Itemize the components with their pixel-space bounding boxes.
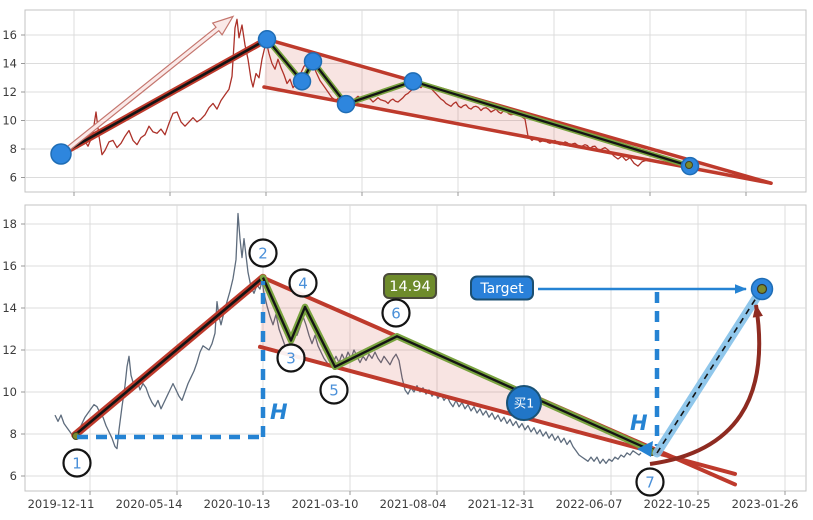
- numbered-marker-text: 5: [329, 382, 339, 400]
- numbered-marker-circle: [288, 268, 318, 298]
- breakout-price-value: 14.94: [389, 279, 431, 295]
- numbered-marker-circle: [635, 467, 665, 497]
- x-tick-label: 2020-10-13: [204, 497, 271, 511]
- numbered-marker-text: 1: [72, 455, 82, 473]
- numbered-marker-circle: [319, 375, 349, 405]
- swing-point-dot: [257, 30, 277, 49]
- y-tick-label: 14: [2, 57, 17, 71]
- y-tick-label: 6: [10, 171, 17, 185]
- numbered-marker-text: 6: [391, 305, 401, 323]
- y-tick-label: 18: [2, 217, 17, 231]
- swing-point-dot: [403, 72, 423, 91]
- height-label-2: H: [630, 411, 648, 435]
- top-chart: 16 14 12 10 8 6: [2, 9, 807, 196]
- numbered-marker-circle: [248, 238, 278, 268]
- y-tick-label: 8: [10, 142, 17, 156]
- zigzag-end-dot: [685, 161, 693, 169]
- swing-point-dot: [292, 72, 312, 91]
- x-tick-label: 2022-10-25: [644, 497, 711, 511]
- numbered-marker-circle: [276, 343, 306, 373]
- x-tick-label: 2022-06-07: [556, 497, 623, 511]
- y-tick-label: 16: [2, 259, 17, 273]
- numbered-marker-text: 4: [298, 275, 308, 293]
- buy-signal-badge: [506, 385, 542, 421]
- numbered-marker-1: 1: [62, 448, 92, 478]
- projection-band-center-dashed: [656, 291, 761, 454]
- bottom-zigzag-core: [261, 277, 653, 452]
- y-tick-label: 12: [2, 343, 17, 357]
- buy-signal-label: 买1: [514, 396, 534, 411]
- x-tick-label: 2021-03-10: [292, 497, 359, 511]
- bottom-price-line: [54, 212, 642, 465]
- x-tick-label: 2021-12-31: [468, 497, 535, 511]
- y-tick-label: 16: [2, 28, 17, 42]
- height-label-1: H: [270, 400, 288, 424]
- target-badge-label: Target: [479, 281, 524, 297]
- x-tick-label: 2020-05-14: [116, 497, 183, 511]
- numbered-marker-2: 2: [248, 238, 278, 268]
- y-tick-label: 10: [2, 385, 17, 399]
- top-impulse-core: [59, 37, 269, 156]
- target-end-marker-inner: [756, 283, 768, 295]
- curved-projection-arrow: [649, 304, 763, 466]
- breakout-price-badge: [383, 273, 437, 299]
- numbered-marker-text: 7: [645, 474, 655, 492]
- numbered-marker-text: 3: [286, 350, 296, 368]
- numbered-marker-circle: [381, 298, 411, 328]
- bottom-impulse-core: [73, 276, 265, 437]
- x-tick-label: 2023-01-26: [732, 497, 799, 511]
- numbered-marker-text: 2: [258, 245, 268, 263]
- target-badge: [470, 275, 534, 301]
- trend-projection-arrow: [63, 15, 235, 153]
- numbered-marker-circle: [62, 448, 92, 478]
- y-tick-label: 6: [10, 469, 17, 483]
- numbered-marker-6: 6: [381, 298, 411, 328]
- numbered-marker-7: 7: [635, 467, 665, 497]
- y-tick-label: 12: [2, 85, 17, 99]
- swing-point-dot: [336, 94, 356, 114]
- numbered-marker-4: 4: [288, 268, 318, 298]
- x-tick-label: 2021-08-04: [380, 497, 447, 511]
- target-height-arrowhead: [637, 441, 653, 457]
- numbered-marker-3: 3: [276, 343, 306, 373]
- swing-point-dot: [303, 52, 323, 71]
- x-tick-label: 2019-12-11: [28, 497, 95, 511]
- swing-point-dot: [50, 143, 72, 165]
- numbered-marker-5: 5: [319, 375, 349, 405]
- y-tick-label: 14: [2, 301, 17, 315]
- y-tick-label: 8: [10, 427, 17, 441]
- y-tick-label: 10: [2, 114, 17, 128]
